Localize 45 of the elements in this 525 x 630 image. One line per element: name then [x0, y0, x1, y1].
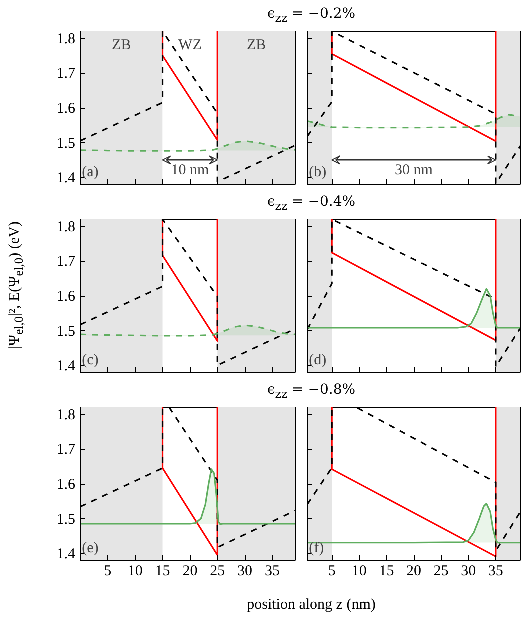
- chart-title: ϵ$_{zz}$ = −0.4%: [267, 193, 356, 215]
- y-tick-label: 1.8: [56, 31, 76, 48]
- x-tick-label: 20: [406, 564, 422, 580]
- annotation: (f): [309, 540, 324, 556]
- band-label: WZ: [178, 37, 202, 54]
- y-tick-label: 1.6: [56, 289, 76, 305]
- x-axis-title: position along z (nm): [247, 596, 376, 615]
- band-label: ZB: [246, 37, 266, 54]
- chart-title: ϵ$_{zz}$ = −0.2%: [267, 5, 356, 27]
- chart-title: ϵ$_{zz}$ = −0.8%: [267, 381, 356, 403]
- x-tick-label: 30: [461, 564, 476, 580]
- x-tick-label: 5: [328, 564, 336, 580]
- annotation: 30 nm: [395, 162, 434, 179]
- y-tick-label: 1.7: [56, 66, 76, 82]
- x-tick-label: 15: [379, 564, 394, 580]
- annotation: (d): [309, 352, 327, 368]
- annotation: (a): [82, 164, 99, 180]
- y-tick-label: 1.5: [56, 324, 76, 340]
- y-tick-label: 1.6: [56, 477, 76, 493]
- annotation: (e): [82, 540, 99, 556]
- x-tick-label: 25: [434, 564, 449, 580]
- x-tick-label: 15: [155, 564, 170, 580]
- y-tick-label: 1.4: [56, 358, 76, 375]
- y-tick-label: 1.4: [56, 546, 76, 563]
- x-tick-label: 5: [104, 564, 112, 580]
- y-tick-label: 1.4: [56, 170, 76, 187]
- line-series: [80, 32, 296, 183]
- x-tick-label: 20: [182, 564, 198, 580]
- y-tick-label: 1.7: [56, 254, 76, 270]
- annotation: 10 nm: [171, 162, 210, 179]
- x-tick-label: 30: [238, 564, 253, 580]
- y-tick-label: 1.6: [56, 101, 76, 117]
- y-tick-label: 1.5: [56, 512, 76, 528]
- y-tick-label: 1.8: [56, 407, 76, 424]
- y-tick-label: 1.8: [56, 219, 76, 236]
- x-tick-label: 35: [264, 564, 280, 580]
- x-tick-label: 10: [352, 564, 367, 580]
- x-tick-label: 35: [488, 564, 504, 580]
- y-tick-label: 1.5: [56, 136, 76, 152]
- annotation: (c): [82, 352, 99, 368]
- x-tick-label: 10: [128, 564, 143, 580]
- x-tick-label: 25: [210, 564, 226, 580]
- band-label: ZB: [112, 37, 132, 54]
- y-tick-label: 1.7: [56, 442, 76, 458]
- annotation: (b): [309, 164, 327, 180]
